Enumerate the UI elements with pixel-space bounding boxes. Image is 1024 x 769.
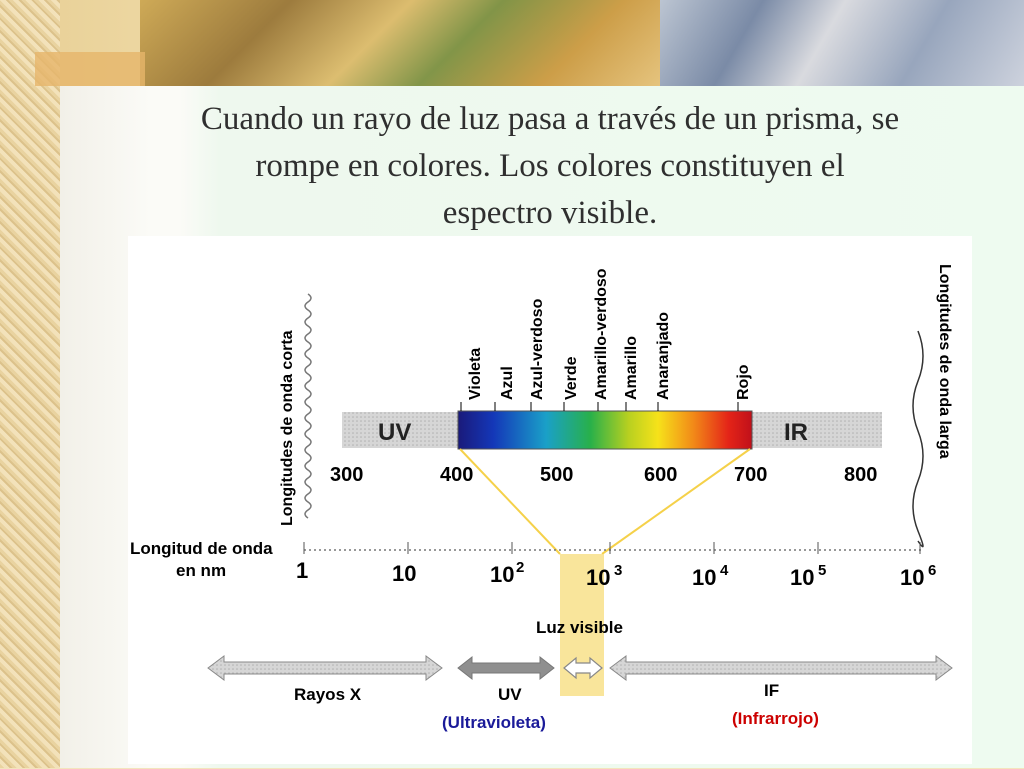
log-tick-10-4: 10 4 [692,562,729,590]
spectrum-diagram: Longitudes de onda corta Longitudes de o… [130,264,953,732]
log-tick-10-2: 10 2 [490,559,524,587]
long-wave-icon [912,330,924,548]
visible-spectrum-bar [457,410,753,450]
nm-tick-700: 700 [734,464,767,486]
svg-text:10: 10 [490,562,514,587]
nm-tick-400: 400 [440,464,473,486]
color-label-rojo: Rojo [735,364,752,400]
log-tick-10-5: 10 5 [790,562,826,590]
ir-sublabel: (Infrarrojo) [732,709,819,728]
title-line-2: rompe en colores. Los colores constituye… [255,148,845,184]
svg-text:10: 10 [692,565,716,590]
leaf-photo-decoration [140,0,660,86]
uv-band-label: UV [378,419,411,446]
visible-light-label: Luz visible [536,618,623,637]
uv-sublabel: (Ultravioleta) [442,713,546,732]
svg-text:6: 6 [928,562,936,579]
svg-text:2: 2 [516,559,524,576]
log-tick-10-6: 10 6 [900,562,936,590]
axis-title-line-1: Longitud de onda [130,539,273,558]
paper-texture-left [0,0,60,768]
svg-text:1: 1 [296,558,308,583]
short-wave-icon [304,293,312,519]
xray-range-arrow [207,655,443,681]
color-label-amarillo-verdoso: Amarillo-verdoso [593,268,610,400]
svg-text:10: 10 [586,565,610,590]
sky-photo-decoration [660,0,1024,86]
uv-band [342,412,460,448]
spectrum-figure: Longitudes de onda corta Longitudes de o… [128,236,972,764]
axis-title-line-2: en nm [176,561,226,580]
ir-band-label: IR [784,419,808,446]
orange-accent-bar [35,52,145,86]
color-label-verde: Verde [563,356,580,400]
ir-band [752,412,882,448]
color-label-azul: Azul [499,366,516,400]
color-label-violeta: Violeta [467,348,484,400]
projection-line-right [601,448,751,555]
xray-label: Rayos X [294,685,362,704]
log-tick-10-3: 10 3 [586,562,622,590]
title-line-1: Cuando un rayo de luz pasa a través de u… [200,101,900,137]
nm-tick-800: 800 [844,464,877,486]
svg-text:4: 4 [720,562,729,579]
ir-range-arrow [609,655,953,681]
nm-tick-500: 500 [540,464,573,486]
svg-text:10: 10 [790,565,814,590]
svg-text:10: 10 [900,565,924,590]
svg-text:5: 5 [818,562,826,579]
color-label-amarillo: Amarillo [623,336,640,400]
svg-text:3: 3 [614,562,622,579]
visible-range-arrow [563,656,603,680]
log-tick-1: 1 [296,558,308,583]
color-label-anaranjado: Anaranjado [655,312,672,400]
log-tick-10: 10 [392,561,416,586]
slide-title: Cuando un rayo de luz pasa a través de u… [110,96,990,237]
long-wavelength-label: Longitudes de onda larga [936,264,953,459]
uv-range-arrow [457,655,555,681]
svg-text:10: 10 [392,561,416,586]
short-wavelength-label: Longitudes de onda corta [279,330,296,526]
ir-label: IF [764,681,779,700]
log-axis-ticks [303,542,921,554]
uv-label: UV [498,685,522,704]
projection-line-left [459,448,561,555]
title-line-3: espectro visible. [442,195,658,231]
nm-tick-300: 300 [330,464,363,486]
color-label-azul-verdoso: Azul-verdoso [529,298,546,400]
nm-tick-600: 600 [644,464,677,486]
